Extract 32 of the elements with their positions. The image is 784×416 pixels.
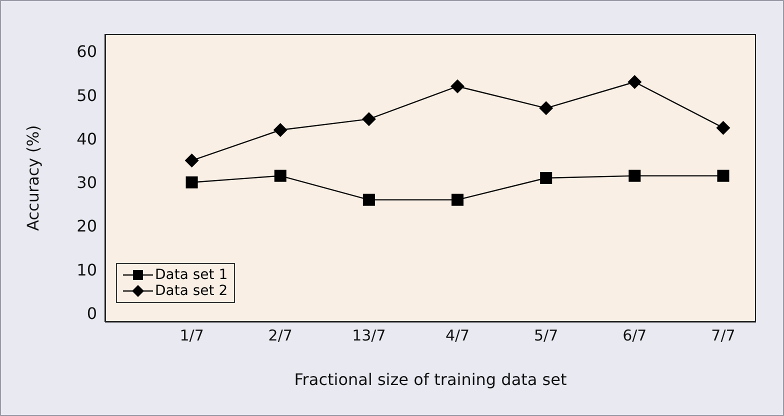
point — [450, 79, 465, 94]
x-axis-title: Fractional size of training data set — [294, 370, 567, 389]
y-tick-label: 60 — [76, 42, 97, 62]
y-tick-label: 50 — [76, 86, 97, 105]
x-tick-label: 6/7 — [622, 326, 647, 345]
x-tick-label: 2/7 — [268, 326, 292, 345]
x-tick-label: 4/7 — [445, 326, 470, 345]
point — [362, 112, 376, 126]
y-tick-label: 40 — [76, 129, 97, 148]
legend-label: Data set 1 — [155, 267, 228, 283]
point — [628, 75, 642, 89]
y-tick-label: 10 — [76, 260, 97, 280]
legend-label: Data set 2 — [155, 283, 228, 299]
point — [274, 170, 286, 182]
point — [184, 154, 199, 168]
point — [628, 170, 641, 182]
point — [362, 194, 375, 206]
x-tick-label: 1/7 — [180, 326, 204, 345]
x-tick-label: 7/7 — [711, 326, 736, 345]
point — [539, 101, 554, 116]
x-tick-label: 13/7 — [352, 326, 386, 345]
y-tick-label: 30 — [76, 173, 97, 192]
y-tick-label: 0 — [86, 304, 97, 323]
point — [452, 194, 464, 206]
point — [540, 172, 552, 184]
y-tick-label: 20 — [76, 216, 97, 236]
point — [716, 120, 730, 135]
point — [186, 176, 198, 188]
y-axis-title: Accuracy (%) — [24, 125, 43, 231]
x-tick-label: 5/7 — [534, 326, 558, 345]
point — [273, 123, 288, 137]
point — [717, 170, 730, 182]
